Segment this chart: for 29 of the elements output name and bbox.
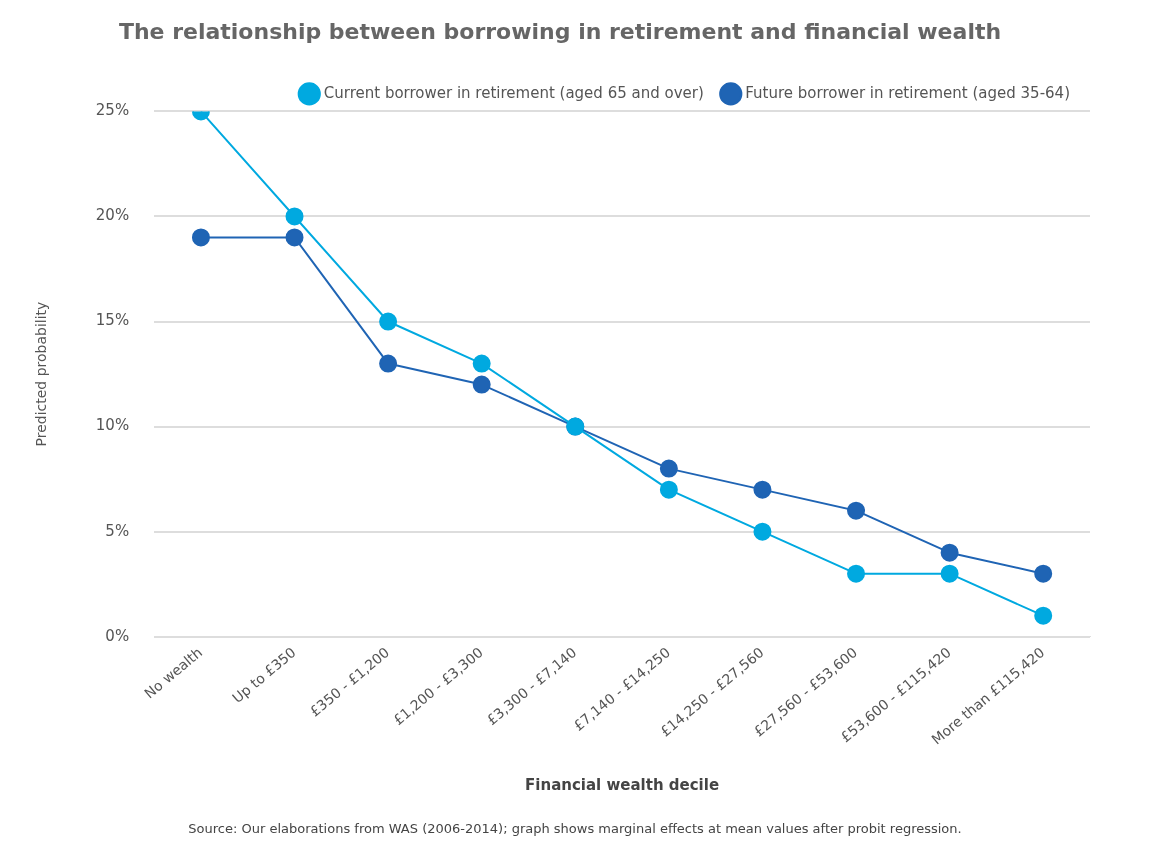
point xyxy=(940,564,959,583)
y-tick-label: 20% xyxy=(95,206,130,225)
point xyxy=(659,459,678,478)
chart-title: The relationship between borrowing in retirement and financial wealth xyxy=(118,18,1002,44)
point xyxy=(191,228,210,247)
point xyxy=(472,354,491,373)
y-tick-label: 0% xyxy=(105,626,130,645)
point xyxy=(753,522,772,541)
point xyxy=(379,354,398,373)
point xyxy=(285,228,304,247)
y-tick-label: 10% xyxy=(95,416,130,435)
legend-label: Current borrower in retirement (aged 65 and over) xyxy=(323,83,704,102)
point xyxy=(472,375,491,394)
point xyxy=(379,312,398,331)
point xyxy=(940,543,959,562)
y-tick-label: 25% xyxy=(95,101,130,120)
legend-label: Future borrower in retirement (aged 35-64) xyxy=(745,83,1071,102)
point xyxy=(1034,564,1053,583)
x-axis-title: Financial wealth decile xyxy=(525,775,720,794)
point xyxy=(847,501,866,520)
point xyxy=(285,207,304,226)
point xyxy=(847,564,866,583)
point xyxy=(753,480,772,499)
y-tick-label: 15% xyxy=(95,311,130,330)
point xyxy=(1034,606,1053,625)
source-note: Source: Our elaborations from WAS (2006-2014); graph shows marginal effects at mean values after probit regression. xyxy=(188,821,962,837)
y-axis-title: Predicted probability xyxy=(33,301,50,447)
y-tick-label: 5% xyxy=(105,521,130,540)
point xyxy=(659,480,678,499)
